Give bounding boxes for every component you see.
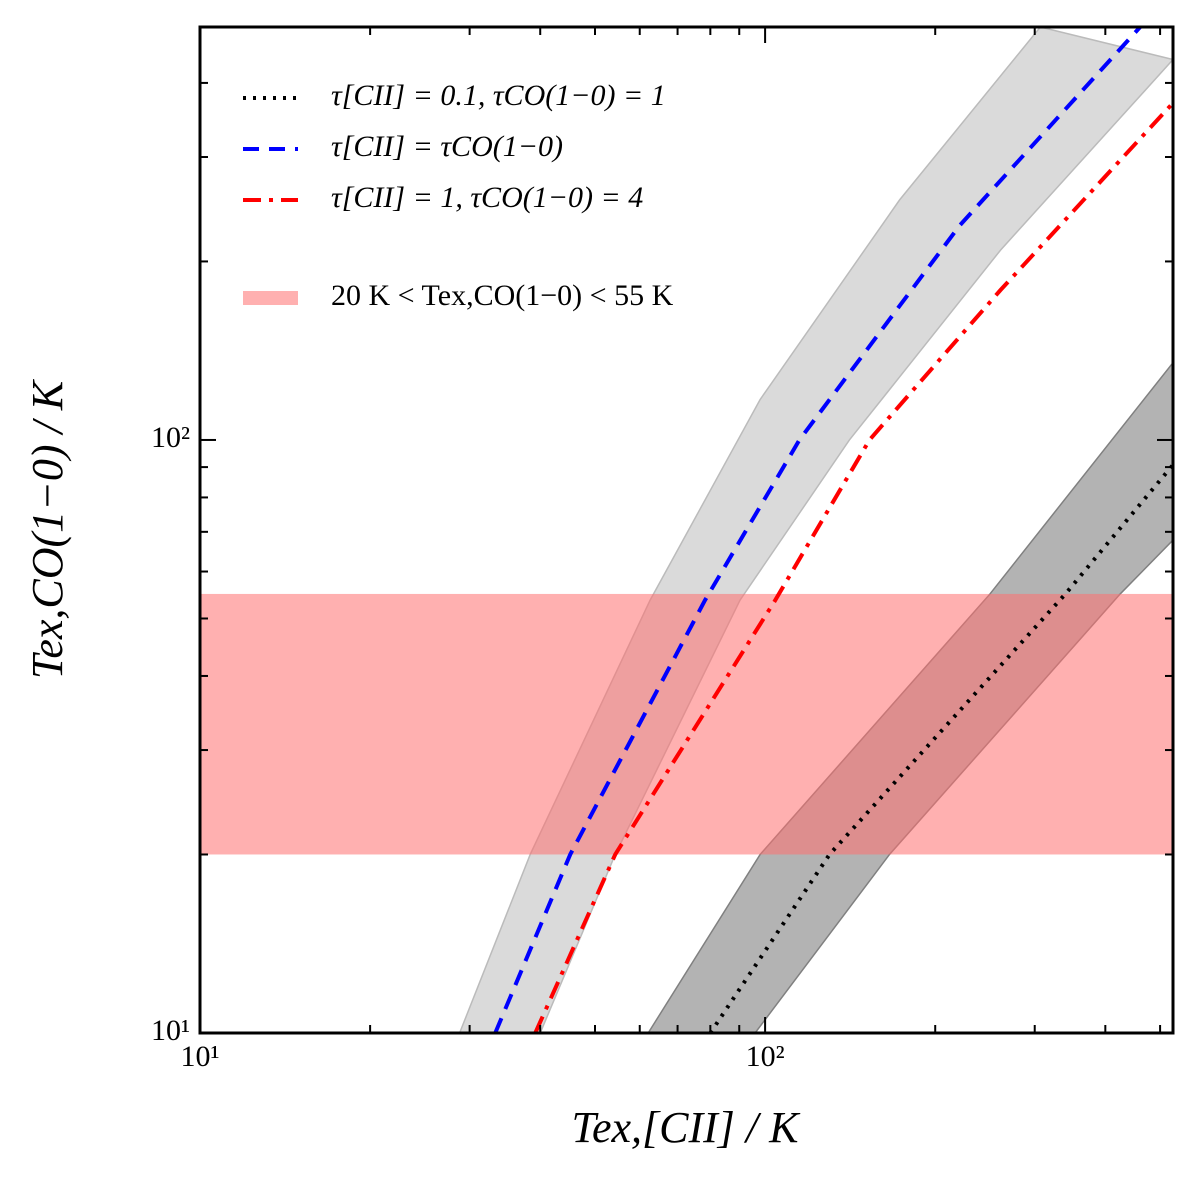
plot-frame [198,25,1175,1035]
series-line [708,463,1173,1033]
legend-swatch [243,291,298,305]
range-band [200,593,1173,855]
y-axis-label: Tex,CO(1−0) / K [23,378,72,679]
plot-area [200,27,1173,1033]
x-tick-label: 10¹ [181,1040,220,1073]
series-line [493,27,1142,1033]
legend-label: τ[CII] = 1, τCO(1−0) = 4 [331,181,643,214]
y-tick-label: 10² [151,421,190,454]
x-tick-label: 10² [746,1040,785,1073]
legend-label: τ[CII] = 0.1, τCO(1−0) = 1 [331,79,666,112]
legend-label: 20 K < Tex,CO(1−0) < 55 K [331,279,674,312]
legend-label: τ[CII] = τCO(1−0) [331,130,563,163]
x-axis-label: Tex,[CII] / K [572,1103,802,1152]
series-line [533,101,1173,1033]
y-tick-label: 10¹ [151,1014,190,1047]
